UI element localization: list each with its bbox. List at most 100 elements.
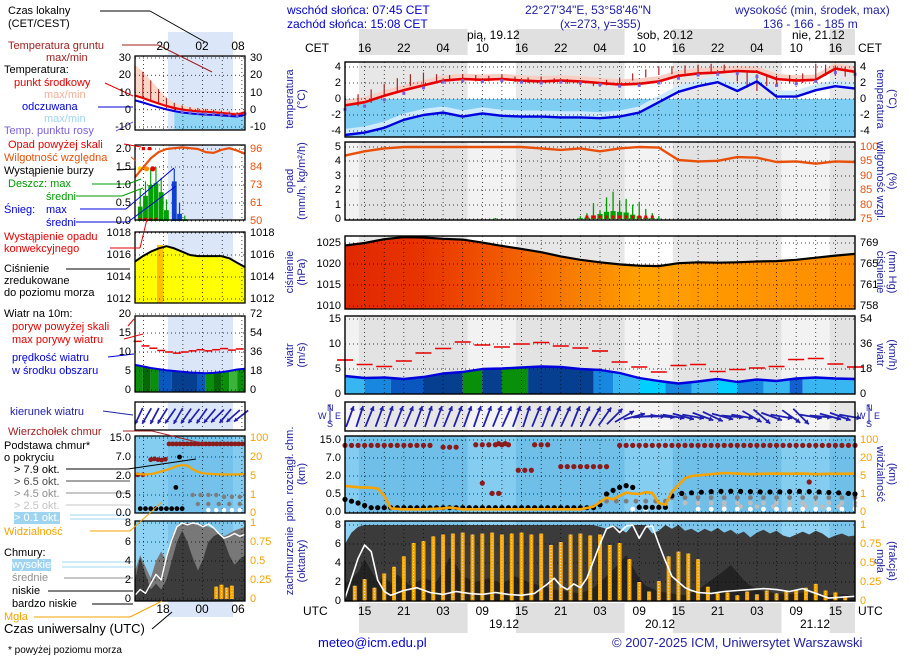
- tick-label: 0: [860, 93, 867, 105]
- tick-label: 0.75: [250, 536, 272, 548]
- compass-s-left: S: [327, 419, 334, 429]
- tick-label: 5: [250, 470, 257, 482]
- utc-hour: 15: [828, 604, 843, 618]
- tick-label: 6: [124, 536, 131, 548]
- tick-label: 0: [334, 93, 341, 105]
- date-label: 21.12: [800, 617, 831, 631]
- tick-label: 0: [334, 388, 341, 400]
- axis-title-left-wind: wiatr (m/s): [284, 342, 308, 368]
- tick-label: 3: [334, 170, 341, 182]
- tick-label: 10: [118, 346, 131, 358]
- tick-label: 84: [250, 161, 263, 173]
- day-label: pią, 19.12: [467, 28, 520, 42]
- tick-label: 54: [860, 313, 873, 325]
- tick-label: 15.0: [319, 434, 341, 446]
- utc-hour: 21: [711, 604, 725, 618]
- compass-e-right: E: [874, 411, 881, 421]
- cet-hour: 04: [436, 41, 450, 55]
- utc-hour: 09: [632, 604, 646, 618]
- tick-label: 0: [860, 388, 867, 400]
- axis-title-left-cloud: pion. rozciągł. chm. (km): [284, 426, 308, 522]
- legend-cisnienie-2: zredukowane: [4, 275, 70, 287]
- legend-wystapienie-burzy: Wystąpienie burzy: [4, 165, 94, 177]
- tick-label: 0: [334, 213, 341, 225]
- legend-snieg-sredni: średni: [46, 217, 76, 229]
- compass-n-left: N: [327, 403, 334, 413]
- utc-hour: 15: [357, 604, 372, 618]
- utc-hour: 15: [514, 604, 529, 618]
- cet-hour: 04: [593, 41, 607, 55]
- utc-corner-left: UTC: [303, 604, 328, 618]
- tick-label: 20: [118, 308, 131, 320]
- tick-label: 0: [124, 103, 131, 116]
- utc-hour: 03: [593, 604, 607, 618]
- tick-label: 1010: [316, 300, 341, 312]
- tick-label: 1018: [106, 227, 131, 239]
- tick-label: 765: [860, 258, 879, 270]
- tick-label: 1014: [106, 271, 131, 283]
- utc-hour: 03: [436, 604, 450, 618]
- tick-label: 0.5: [250, 555, 266, 567]
- tick-label: 0: [124, 384, 131, 396]
- utc-corner-right: UTC: [858, 604, 883, 618]
- tick-label: 2: [334, 184, 341, 196]
- cet-hour: 22: [711, 41, 725, 55]
- tick-label: 7.0: [115, 451, 131, 463]
- tick-label: 1: [250, 517, 257, 529]
- tick-label: 8: [124, 517, 131, 529]
- tick-label: 0: [334, 595, 341, 607]
- tick-label: 100: [250, 432, 269, 444]
- tick-label: -2: [331, 109, 341, 121]
- tick-label: 1: [860, 488, 867, 500]
- tick-label: -4: [331, 125, 341, 137]
- legend-chmury-srednie: średnie: [12, 572, 49, 584]
- tick-label: 100: [860, 434, 879, 446]
- tick-label: 1.5: [115, 161, 131, 173]
- utc-hour: 21: [554, 604, 568, 618]
- legend-czas-utc: Czas uniwersalny (UTC): [4, 621, 145, 636]
- tick-label: 2: [334, 77, 341, 89]
- tick-label: 0.5: [115, 197, 131, 209]
- tick-label: 2.0: [115, 143, 131, 155]
- utc-hour: 09: [475, 604, 489, 618]
- legend-temp-gruntu-sub: max/min: [46, 52, 88, 64]
- legend-poryw-powyzej-skali: poryw powyżej skali: [12, 321, 110, 333]
- tick-label: 5: [860, 470, 867, 482]
- tick-label: 10: [250, 86, 263, 99]
- tick-label: 2: [860, 77, 867, 89]
- tick-label: 2.0: [115, 470, 131, 482]
- legend-czas-lokalny-sub: (CET/CEST): [8, 18, 70, 30]
- tick-label: 75: [860, 213, 873, 225]
- tick-label: 0: [860, 595, 867, 607]
- legend-predkosc-2: w środku obszaru: [12, 365, 99, 377]
- tick-label: 80: [860, 199, 873, 211]
- axis-title-right-opad: (%) wilgotność wzgl.: [874, 141, 898, 221]
- tick-label: 20: [250, 451, 263, 463]
- tick-label: 20: [860, 452, 873, 464]
- tick-label: 0: [860, 506, 867, 518]
- tick-label: 1014: [250, 271, 275, 283]
- tick-label: 6: [334, 538, 341, 550]
- legend-wilgotnosc-wzgledna: Wilgotność względna: [4, 152, 108, 164]
- tick-label: 73: [250, 179, 263, 191]
- tick-label: -10: [115, 121, 131, 133]
- tick-label: 0.0: [325, 506, 341, 518]
- tick-label: 4: [860, 61, 867, 73]
- cet-hour: 16: [357, 41, 372, 55]
- compass-w-right: W: [857, 411, 866, 421]
- legend-czas-lokalny: Czas lokalny: [8, 5, 71, 17]
- tick-label: 85: [860, 184, 873, 196]
- axis-title-left-temp: temperatura (°C): [284, 69, 308, 129]
- tick-label: 0.5: [115, 489, 131, 501]
- utc-hour: 21: [397, 604, 411, 618]
- axis-title-right-zach: (frakcja) mgła: [874, 541, 898, 581]
- utc-hour: 09: [789, 604, 803, 618]
- tick-label: 90: [860, 170, 873, 182]
- legend-widzialnosc: Widzialność: [4, 526, 63, 538]
- legend-okt-65: > 6.5 okt.: [14, 476, 60, 488]
- tick-label: 8: [334, 519, 341, 531]
- legend-max-porywy: max porywy wiatru: [12, 334, 104, 346]
- compass-n-right: N: [866, 403, 873, 413]
